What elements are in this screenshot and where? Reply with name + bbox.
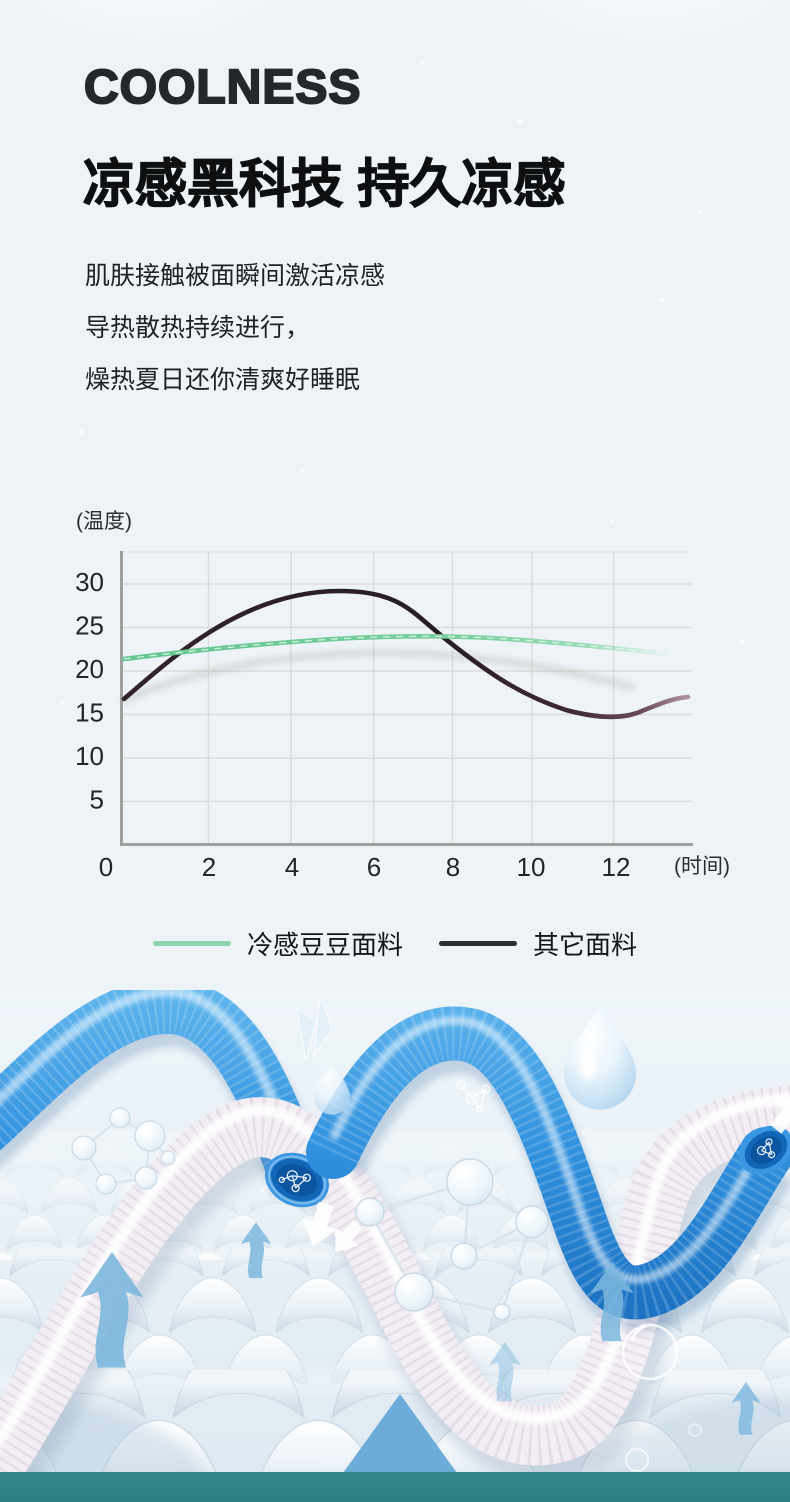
x-tick-labels: 0 2 4 6 8 10 12 <box>99 852 631 882</box>
bubble-icon <box>625 1448 649 1472</box>
water-droplet-icon <box>314 1062 350 1115</box>
legend-label: 冷感豆豆面料 <box>246 930 403 960</box>
x-tick-label: 12 <box>602 852 631 882</box>
page-subtitle: 凉感黑科技 持久凉感 <box>82 155 566 214</box>
molecule-icon <box>456 1080 491 1113</box>
y-tick-label: 10 <box>75 741 104 771</box>
x-tick-label: 4 <box>285 852 299 882</box>
y-tick-label: 5 <box>90 784 104 814</box>
bubble-icons <box>621 1323 702 1472</box>
y-tick-labels: 30 25 20 15 10 5 <box>75 567 104 815</box>
ice-crystal-icon <box>295 995 333 1061</box>
y-axis-title: (温度) <box>76 510 132 533</box>
page-title: COOLNESS <box>83 60 362 115</box>
y-tick-label: 20 <box>75 654 104 684</box>
description-line: 肌肤接触被面瞬间激活凉感 <box>85 262 386 290</box>
temperature-chart: (温度) 30 25 20 15 10 5 0 2 4 6 8 10 12 (时… <box>75 510 730 882</box>
fiber-cut-end <box>738 1125 790 1175</box>
water-droplet-icon <box>564 1004 636 1110</box>
fiber-illustration <box>0 990 790 1502</box>
x-tick-label: 8 <box>446 852 460 882</box>
legend-label: 其它面料 <box>533 930 638 960</box>
description-line: 导热散热持续进行， <box>85 314 311 342</box>
bubble-icon <box>688 1423 702 1437</box>
white-fiber-tube <box>0 1085 790 1502</box>
molecule-icon <box>278 1170 311 1193</box>
chart-grid <box>121 551 692 843</box>
legend-swatch-green-line <box>152 941 231 946</box>
y-tick-label: 30 <box>75 567 104 597</box>
molecule-icon <box>756 1138 776 1159</box>
x-tick-label: 6 <box>367 852 381 882</box>
legend-swatch-dark-line <box>439 941 517 946</box>
chart-legend: 冷感豆豆面料 其它面料 <box>0 925 790 962</box>
shadow-band-curve <box>120 648 636 705</box>
description-line: 燥热夏日还你清爽好睡眠 <box>85 366 361 394</box>
description: 肌肤接触被面瞬间激活凉感 导热散热持续进行， 燥热夏日还你清爽好睡眠 <box>85 250 385 406</box>
footer-band <box>0 1472 790 1502</box>
bubble-icon <box>621 1323 679 1381</box>
molecule-icon <box>71 1107 176 1195</box>
other-fabric-line <box>121 588 691 720</box>
x-tick-label: 10 <box>517 852 546 882</box>
legend-item-cooling-fabric: 冷感豆豆面料 <box>152 925 403 962</box>
y-tick-label: 15 <box>75 697 104 727</box>
chart-axes <box>120 551 693 846</box>
molecule-icon <box>355 1158 549 1321</box>
legend-item-other-fabric: 其它面料 <box>439 925 637 962</box>
x-tick-label: 2 <box>202 852 216 882</box>
cooling-fabric-line-texture <box>123 635 677 660</box>
x-tick-label: 0 <box>99 852 113 882</box>
blue-fiber-tube <box>306 1006 790 1333</box>
x-axis-title: (时间) <box>674 855 730 878</box>
y-tick-label: 25 <box>75 610 104 640</box>
